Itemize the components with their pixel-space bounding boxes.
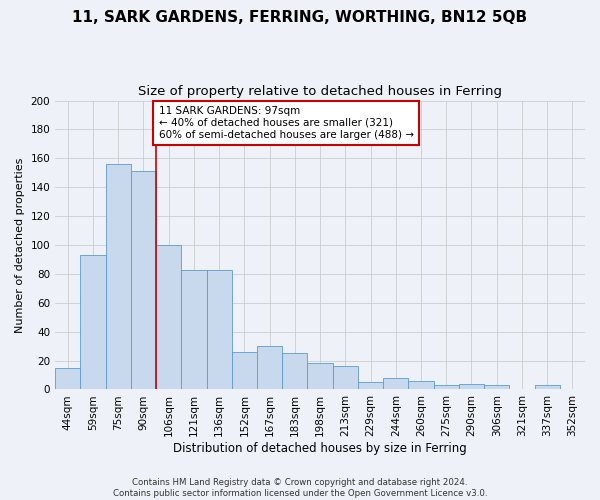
Bar [206, 270, 232, 390]
Bar [131, 172, 156, 390]
Title: Size of property relative to detached houses in Ferring: Size of property relative to detached ho… [138, 85, 502, 98]
Text: 11, SARK GARDENS, FERRING, WORTHING, BN12 5QB: 11, SARK GARDENS, FERRING, WORTHING, BN1… [73, 10, 527, 25]
Bar [332, 366, 358, 390]
Bar [383, 378, 409, 390]
Bar [181, 270, 206, 390]
Bar [484, 385, 509, 390]
Bar [232, 352, 257, 390]
Bar [156, 245, 181, 390]
X-axis label: Distribution of detached houses by size in Ferring: Distribution of detached houses by size … [173, 442, 467, 455]
Bar [459, 384, 484, 390]
Bar [106, 164, 131, 390]
Bar [257, 346, 282, 390]
Bar [55, 368, 80, 390]
Bar [358, 382, 383, 390]
Bar [80, 255, 106, 390]
Bar [434, 385, 459, 390]
Bar [307, 364, 332, 390]
Text: 11 SARK GARDENS: 97sqm
← 40% of detached houses are smaller (321)
60% of semi-de: 11 SARK GARDENS: 97sqm ← 40% of detached… [158, 106, 413, 140]
Bar [409, 381, 434, 390]
Y-axis label: Number of detached properties: Number of detached properties [15, 158, 25, 332]
Text: Contains HM Land Registry data © Crown copyright and database right 2024.
Contai: Contains HM Land Registry data © Crown c… [113, 478, 487, 498]
Bar [282, 354, 307, 390]
Bar [535, 385, 560, 390]
